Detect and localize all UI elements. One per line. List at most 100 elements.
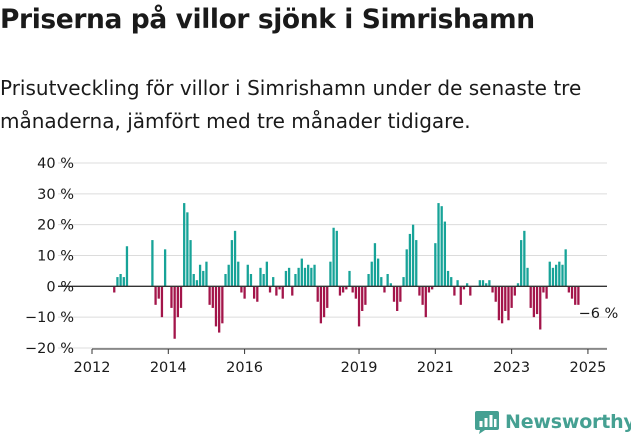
bar bbox=[278, 286, 281, 290]
bar bbox=[564, 249, 567, 287]
bar bbox=[198, 264, 202, 287]
bar bbox=[186, 212, 189, 287]
bar-chart-logo-icon bbox=[475, 411, 499, 434]
bar bbox=[494, 286, 497, 302]
bar bbox=[535, 286, 539, 315]
bar bbox=[249, 274, 253, 287]
bar bbox=[237, 261, 240, 287]
bar bbox=[558, 261, 561, 287]
bar bbox=[119, 274, 122, 287]
bar bbox=[361, 286, 364, 311]
bar bbox=[551, 267, 555, 287]
bar bbox=[469, 286, 472, 296]
x-tick-label: 2023 bbox=[493, 360, 530, 376]
bar bbox=[520, 240, 523, 287]
bar bbox=[542, 286, 545, 293]
bar bbox=[284, 270, 288, 287]
y-tick-label: 40 % bbox=[37, 156, 74, 172]
bar bbox=[513, 286, 516, 296]
y-tick-label: −20 % bbox=[25, 341, 74, 357]
bar bbox=[364, 286, 367, 305]
bar bbox=[380, 277, 383, 287]
brand-name: Newsworthy bbox=[505, 411, 631, 433]
bar bbox=[357, 286, 361, 327]
bar bbox=[342, 286, 345, 293]
bar bbox=[440, 206, 443, 287]
bar bbox=[354, 286, 357, 299]
bar bbox=[510, 286, 513, 308]
bar bbox=[294, 274, 297, 287]
gridlines bbox=[58, 162, 607, 349]
bar bbox=[176, 286, 179, 318]
bar bbox=[179, 286, 183, 308]
bar bbox=[287, 267, 291, 287]
chart-title: Priserna på villor sjönk i Simrishamn bbox=[0, 4, 535, 35]
bar bbox=[504, 286, 507, 311]
last-value-annotation: −6 % bbox=[579, 306, 619, 322]
bar bbox=[246, 264, 249, 287]
bar bbox=[233, 230, 237, 287]
bar bbox=[526, 267, 529, 287]
bar bbox=[265, 261, 268, 287]
bar bbox=[548, 261, 551, 287]
bar bbox=[434, 243, 437, 287]
bar bbox=[240, 286, 243, 293]
bar bbox=[316, 286, 319, 302]
bar bbox=[183, 203, 186, 287]
bar bbox=[310, 267, 313, 287]
bar bbox=[291, 286, 294, 296]
bar bbox=[529, 286, 532, 308]
bar bbox=[500, 286, 504, 324]
bar bbox=[389, 283, 392, 287]
bar bbox=[450, 277, 453, 287]
bar bbox=[478, 280, 481, 287]
bar bbox=[446, 270, 450, 287]
bar bbox=[329, 261, 332, 287]
bar bbox=[208, 286, 211, 305]
bar bbox=[326, 286, 329, 308]
bar bbox=[243, 286, 246, 299]
bar bbox=[373, 243, 377, 287]
bar bbox=[313, 264, 316, 287]
bar bbox=[424, 286, 427, 318]
x-tick-label: 2019 bbox=[341, 360, 378, 376]
bar bbox=[319, 286, 323, 324]
bar bbox=[456, 280, 459, 287]
bar bbox=[405, 249, 408, 287]
bar bbox=[481, 280, 485, 287]
bar bbox=[570, 286, 574, 299]
bar bbox=[300, 258, 303, 287]
bar bbox=[338, 286, 342, 296]
bar bbox=[507, 286, 510, 321]
bar bbox=[554, 264, 558, 287]
bar bbox=[192, 274, 195, 287]
bar bbox=[532, 286, 536, 318]
chart-subtitle: Prisutveckling för villor i Simrishamn u… bbox=[0, 76, 582, 133]
bar bbox=[189, 240, 192, 287]
bar bbox=[539, 286, 542, 330]
bar bbox=[259, 267, 262, 287]
bar bbox=[370, 261, 373, 287]
bars bbox=[113, 203, 580, 339]
bar bbox=[383, 286, 386, 293]
bar bbox=[396, 286, 399, 311]
bar bbox=[268, 286, 272, 293]
bar bbox=[224, 274, 227, 287]
y-tick-label: 10 % bbox=[37, 249, 74, 265]
axes bbox=[58, 285, 607, 354]
x-tick-label: 2012 bbox=[74, 360, 111, 376]
bar bbox=[437, 203, 440, 287]
brand-logo[interactable]: Newsworthy bbox=[474, 407, 631, 437]
bar bbox=[335, 230, 338, 287]
bar bbox=[574, 286, 577, 305]
bar bbox=[151, 240, 154, 287]
bar bbox=[214, 286, 218, 327]
bar bbox=[545, 286, 548, 299]
bar bbox=[322, 286, 326, 318]
bar bbox=[485, 283, 488, 287]
bar bbox=[376, 258, 380, 287]
x-tick-label: 2025 bbox=[569, 360, 606, 376]
x-tick-label: 2021 bbox=[417, 360, 454, 376]
bar bbox=[262, 274, 265, 287]
bar bbox=[154, 286, 157, 305]
